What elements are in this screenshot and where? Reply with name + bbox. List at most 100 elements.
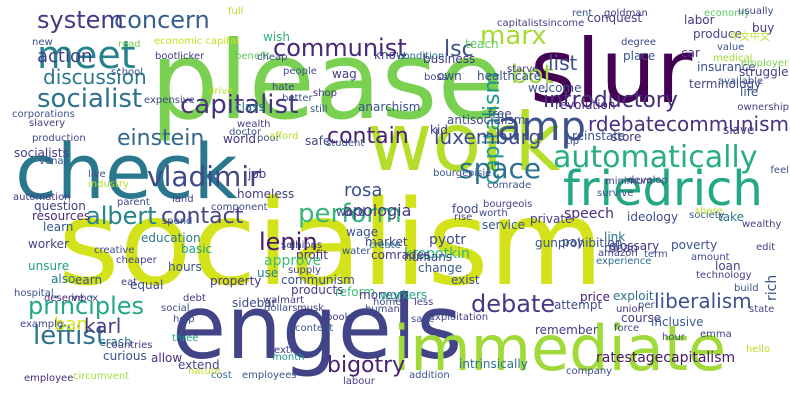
word-slur: slur — [530, 20, 693, 123]
word-space: space — [459, 152, 541, 185]
word-emma: emma — [700, 329, 732, 340]
word-rdebatecommunism: rdebatecommunism — [588, 112, 789, 136]
word-wealth: wealth — [237, 119, 271, 130]
word-friedrich: friedrich — [563, 161, 763, 217]
word-poor: poor — [257, 133, 281, 144]
word-rise: rise — [454, 212, 472, 223]
word-learn: learn — [43, 220, 73, 234]
word-nature: nature — [188, 366, 221, 377]
word-meet: meet — [37, 33, 136, 77]
word-value: value — [717, 42, 744, 53]
word-worker: worker — [28, 237, 69, 251]
word-lsc: lsc — [444, 37, 474, 62]
word-doctor: doctor — [229, 127, 262, 138]
word-better: better — [282, 93, 313, 104]
word-slave: slave — [723, 123, 754, 137]
word-exist: exist — [451, 273, 480, 287]
word-link: link — [604, 230, 625, 244]
word-example: example — [20, 319, 63, 330]
word-question: question — [34, 199, 86, 213]
word-school: school — [111, 67, 143, 78]
word-society: society — [689, 210, 725, 221]
word-property: property — [210, 274, 261, 288]
word-communist: communist — [273, 34, 407, 62]
word-share: share — [695, 206, 723, 217]
word-sidebar: sidebar — [232, 296, 277, 310]
word-money: money — [359, 288, 400, 302]
word-list: list — [548, 51, 578, 75]
word-wage: wage — [346, 225, 378, 239]
word-curious: curious — [103, 349, 147, 363]
word-union: union — [616, 304, 644, 315]
word-insurance: insurance — [697, 60, 756, 74]
word-book: book — [326, 312, 351, 323]
word-crash: crash — [99, 335, 132, 349]
word-economic-capital: economic capital — [154, 36, 239, 47]
word-mean: mean — [604, 241, 638, 255]
word-approve: approve — [264, 253, 321, 269]
word-benefit: benefit — [235, 51, 270, 62]
word-component: component — [211, 202, 268, 213]
word-feel: feel — [770, 165, 789, 176]
word-vladimir: vladimir — [147, 160, 261, 193]
word-workers: workers — [380, 288, 427, 302]
word-starve: starve — [507, 64, 538, 75]
word-rich: rich — [764, 275, 780, 301]
word-eat: eat — [121, 277, 137, 288]
word-people: people — [283, 66, 317, 77]
word-bourgeois: bourgeois — [483, 199, 532, 210]
word-amount: amount — [691, 252, 730, 263]
word-water: water — [342, 246, 371, 257]
word-welcome: welcome — [528, 81, 582, 95]
word-slavery: slavery — [29, 118, 65, 129]
word-debt: debt — [183, 293, 206, 304]
word-job: job — [247, 167, 266, 181]
word-musk: musk — [297, 303, 324, 314]
word-equal: equal — [130, 278, 163, 292]
word-unsure: unsure — [28, 259, 69, 273]
word-anarchism: anarchism — [358, 100, 420, 114]
word-hour: hour — [662, 332, 686, 343]
word-countries: countries — [106, 340, 152, 351]
word-extend: extend — [178, 358, 220, 372]
word-karl: karl — [84, 314, 121, 338]
word-industry: industry — [88, 179, 129, 190]
word-inclusive: inclusive — [651, 315, 704, 329]
word-afford: afford — [269, 131, 298, 142]
word-introductory: introductory — [543, 88, 678, 113]
word-content: content — [295, 323, 333, 334]
word-system: system — [37, 6, 124, 34]
word-usually: usually — [738, 6, 774, 17]
word-less: less — [414, 297, 433, 308]
word-socialists: socialists — [14, 146, 69, 160]
word-market: market — [365, 235, 408, 249]
word-goldman: goldman — [604, 8, 648, 19]
word-humans: humans — [404, 250, 452, 264]
word-supply: supply — [288, 265, 321, 276]
word-contact: contact — [161, 204, 244, 229]
word-technology: technology — [696, 270, 752, 281]
word-liberalism: liberalism — [654, 289, 752, 313]
word-build: build — [734, 283, 759, 294]
word-einstein: einstein — [117, 126, 204, 151]
word-debate: debate — [471, 290, 555, 318]
word-cheap: cheap — [257, 52, 287, 63]
word-bigotry: bigotry — [327, 353, 405, 378]
word-know: know — [374, 48, 406, 62]
word-amazon: amazon — [598, 248, 638, 259]
word-inbox: inbox — [71, 293, 98, 304]
word-bot: bot — [511, 60, 554, 90]
word-kropotkin: kropotkin — [404, 246, 470, 262]
word-extra: extra — [274, 345, 300, 356]
word-drive: drive — [208, 86, 233, 97]
word-safe: safe — [305, 134, 330, 148]
word-place: place — [623, 49, 655, 63]
word-capitalist: capitalist — [180, 90, 298, 120]
word-social: social — [161, 303, 190, 314]
word-labor: labor — [684, 13, 715, 27]
word-socialist: socialist — [37, 84, 142, 114]
word-capitalistsincome: capitalistsincome — [497, 18, 584, 29]
word-pyotr: pyotr — [429, 232, 466, 248]
